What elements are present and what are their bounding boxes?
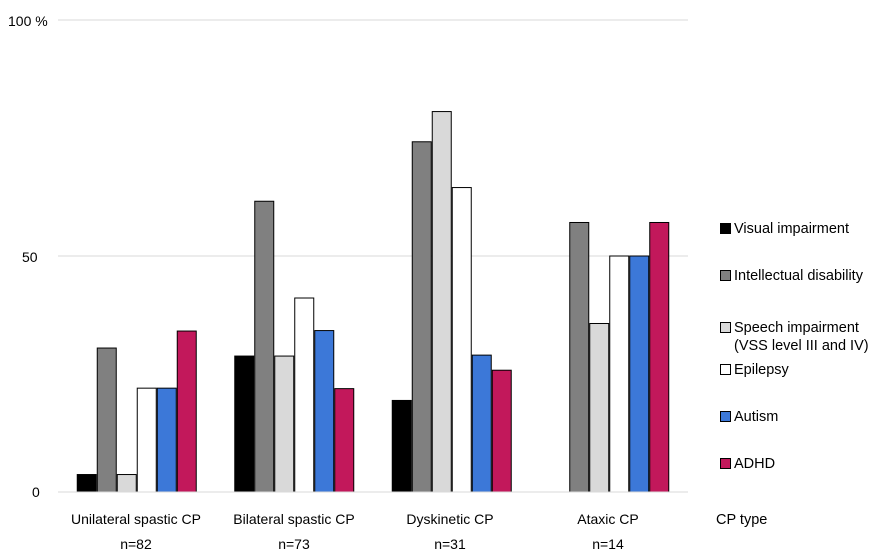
bar-2-0: [391, 399, 412, 493]
bar-1-3: [294, 297, 315, 493]
legend-swatch-visual-impairment: [720, 223, 731, 234]
bars: [76, 111, 670, 493]
legend-label-epilepsy: Epilepsy: [734, 362, 789, 378]
y-tick-label-50: 50: [22, 249, 38, 265]
legend-swatch-autism: [720, 411, 731, 422]
bar-2-2: [431, 111, 452, 493]
legend-item-autism: Autism: [720, 408, 778, 426]
legend-item-speech-impairment: Speech impairment (VSS level III and IV): [720, 319, 869, 355]
gridlines: [58, 19, 688, 257]
y-tick-label-0: 0: [32, 484, 40, 500]
bar-0-2: [116, 474, 137, 493]
bar-1-1: [254, 200, 275, 493]
bar-0-4: [156, 387, 177, 493]
legend-item-adhd: ADHD: [720, 455, 775, 473]
bar-3-3: [609, 255, 630, 493]
category-label-ataxic: Ataxic CP: [577, 511, 638, 527]
legend-label-autism: Autism: [734, 409, 779, 425]
bar-2-4: [471, 354, 492, 493]
bar-2-5: [491, 369, 512, 493]
category-label-bilateral: Bilateral spastic CP: [233, 511, 354, 527]
bar-0-1: [96, 347, 117, 493]
bar-1-2: [274, 355, 295, 493]
legend-swatch-speech-impairment: [720, 322, 731, 333]
y-tick-label-100: 100 %: [8, 13, 48, 29]
category-n-dyskinetic: n=31: [434, 536, 466, 552]
bar-0-0: [76, 474, 97, 493]
bar-2-3: [451, 187, 472, 493]
legend-label-intellectual-disability: Intellectual disability: [734, 268, 863, 284]
bar-0-5: [176, 330, 197, 493]
bar-3-5: [649, 221, 670, 493]
bar-3-4: [629, 255, 650, 493]
legend-label-visual-impairment: Visual impairment: [734, 221, 849, 237]
bar-3-2: [589, 322, 610, 493]
bar-0-3: [136, 387, 157, 493]
legend-swatch-adhd: [720, 458, 731, 469]
legend-swatch-epilepsy: [720, 364, 731, 375]
bar-1-0: [234, 355, 255, 493]
bar-1-5: [334, 388, 355, 493]
category-n-ataxic: n=14: [592, 536, 624, 552]
bar-2-1: [411, 141, 432, 493]
x-axis-title: CP type: [716, 512, 768, 528]
legend-label-speech-impairment: Speech impairment (VSS level III and IV): [734, 320, 869, 354]
bar-3-1: [569, 221, 590, 493]
category-n-bilateral: n=73: [278, 536, 310, 552]
legend-label-adhd: ADHD: [734, 456, 776, 472]
legend-item-visual-impairment: Visual impairment: [720, 220, 849, 238]
category-n-unilateral: n=82: [120, 536, 152, 552]
category-label-dyskinetic: Dyskinetic CP: [406, 511, 493, 527]
bar-1-4: [314, 330, 335, 493]
legend-swatch-intellectual-disability: [720, 270, 731, 281]
legend-item-intellectual-disability: Intellectual disability: [720, 267, 863, 285]
category-labels: Unilateral spastic CP n=82 Bilateral spa…: [71, 511, 639, 552]
category-label-unilateral: Unilateral spastic CP: [71, 511, 201, 527]
legend-item-epilepsy: Epilepsy: [720, 361, 789, 379]
